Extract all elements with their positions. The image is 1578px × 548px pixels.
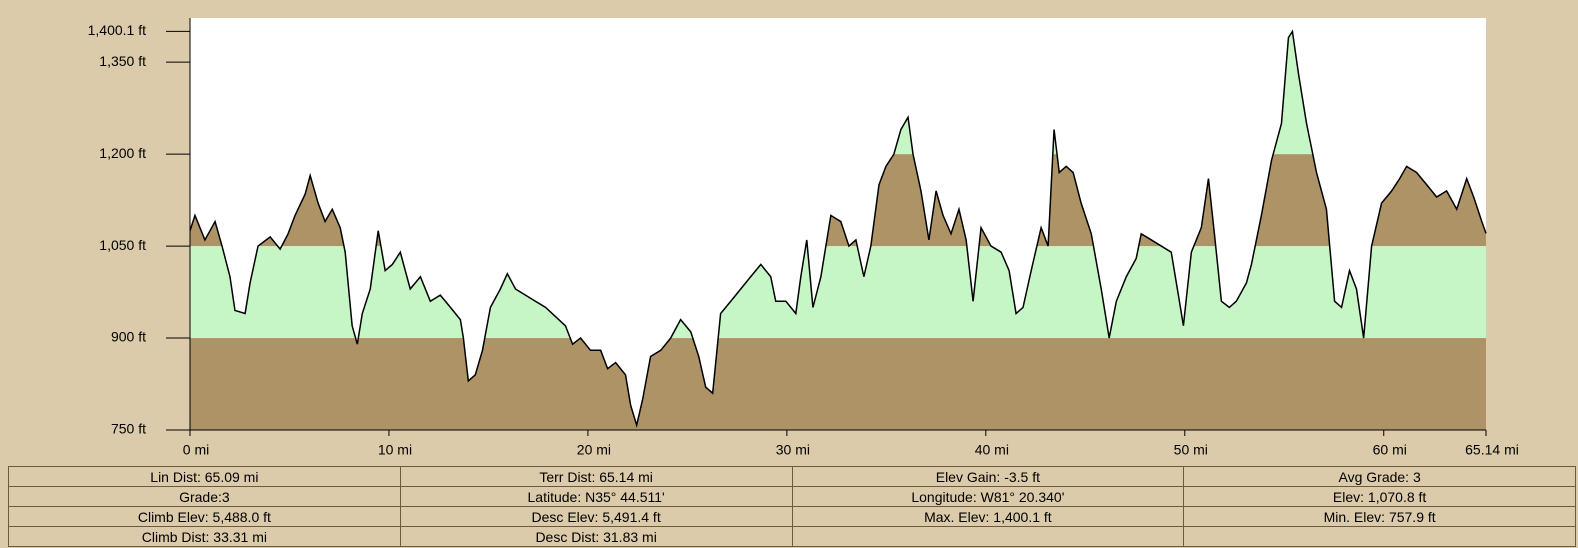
stats-row: Grade:3 Latitude: N35° 44.511' Longitude: … [8,486,1576,507]
stats-row: Climb Dist: 33.31 mi Desc Dist: 31.83 mi [8,526,1576,547]
elevation-band [190,338,1486,430]
y-tick-label: 1,200 ft [99,145,146,161]
y-tick-label: 750 ft [111,421,146,437]
stats-row: Climb Elev: 5,488.0 ft Desc Elev: 5,491.4… [8,506,1576,527]
y-tick-label: 1,350 ft [99,53,146,69]
x-tick-label: 60 mi [1373,442,1407,458]
x-tick-label: 50 mi [1174,442,1208,458]
stats-cell: Max. Elev: 1,400.1 ft [791,506,1185,527]
stats-cell: Longitude: W81° 20.340' [791,486,1185,507]
stats-cell: Climb Dist: 33.31 mi [8,526,401,547]
x-tick-label: 40 mi [975,442,1009,458]
stats-cell: Latitude: N35° 44.511' [399,486,793,507]
x-tick-label: 20 mi [577,442,611,458]
stats-cell: Climb Elev: 5,488.0 ft [8,506,401,527]
y-tick-label: 1,400.1 ft [88,22,146,38]
elevation-line [189,29,1487,429]
x-tick-label: 0 mi [183,442,209,458]
stats-cell: Terr Dist: 65.14 mi [399,466,793,487]
stats-cell [1183,526,1576,547]
stats-cell: Desc Elev: 5,491.4 ft [399,506,793,527]
stats-cell: Min. Elev: 757.9 ft [1183,506,1576,527]
x-tick-label: 65.14 mi [1465,442,1519,458]
y-tick-label: 1,050 ft [99,237,146,253]
stats-cell [791,526,1185,547]
stats-cell: Grade:3 [8,486,401,507]
stats-cell: Lin Dist: 65.09 mi [8,466,401,487]
chart: 750 ft 900 ft 1,050 ft 1,200 ft 1,350 ft 1,40… [87,18,1519,458]
stats-cell: Avg Grade: 3 [1183,466,1576,487]
stats-table: Lin Dist: 65.09 mi Terr Dist: 65.14 mi Ele… [8,466,1576,547]
stats-cell: Elev Gain: -3.5 ft [791,466,1185,487]
stats-row: Lin Dist: 65.09 mi Terr Dist: 65.14 mi Ele… [8,466,1576,487]
stats-cell: Desc Dist: 31.83 mi [399,526,793,547]
x-tick-label: 30 mi [776,442,810,458]
x-tick-label: 10 mi [378,442,412,458]
stats-cell: Elev: 1,070.8 ft [1183,486,1576,507]
y-tick-label: 900 ft [111,329,146,345]
